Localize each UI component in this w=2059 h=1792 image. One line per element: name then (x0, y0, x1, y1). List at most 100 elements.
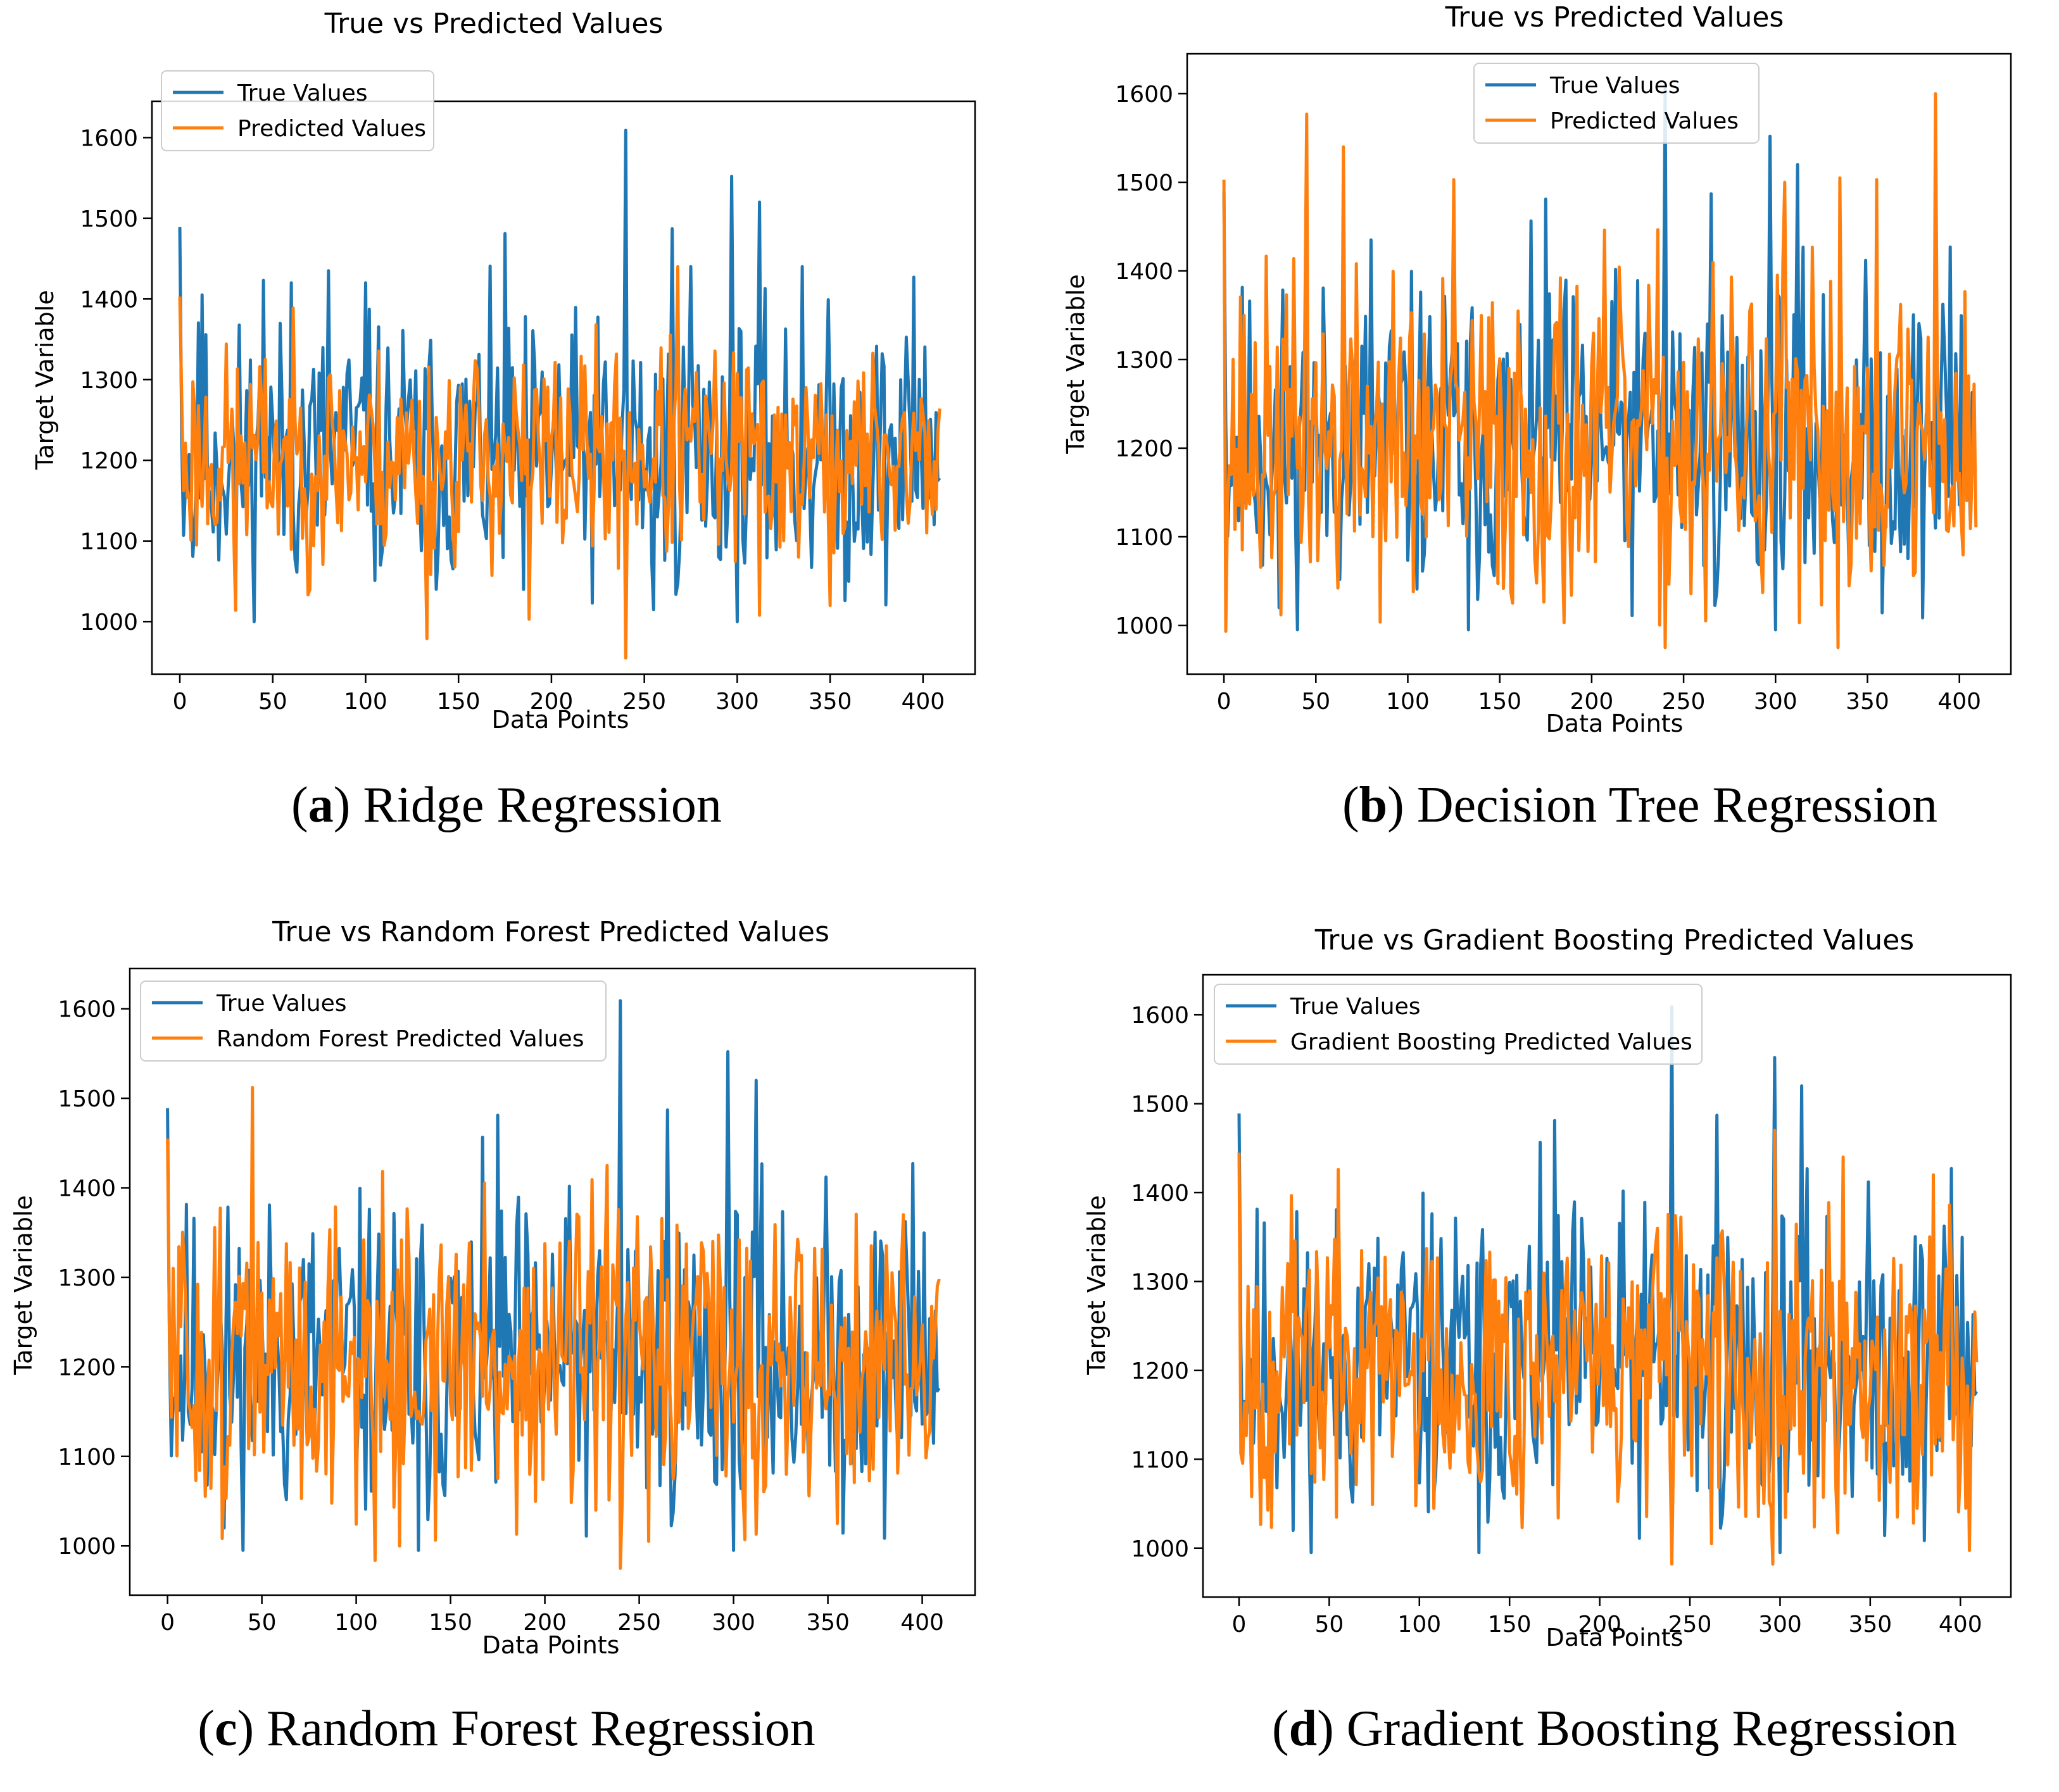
x-axis-label: Data Points (1546, 710, 1684, 737)
x-tick-label: 250 (1662, 689, 1706, 715)
x-tick-label: 0 (160, 1610, 175, 1636)
y-axis-label: Target Variable (9, 1195, 37, 1375)
x-tick-label: 100 (1397, 1612, 1441, 1638)
x-tick-label: 150 (437, 689, 481, 715)
plot-frame (1186, 53, 2012, 675)
x-tick-label: 100 (344, 689, 387, 715)
y-tick-label: 1500 (80, 206, 138, 232)
chart-title: True vs Predicted Values (1445, 1, 1784, 34)
y-tick-label: 1000 (80, 610, 138, 636)
panel-b: True vs Predicted Values 0 50 100 150 200 250 3… (1062, 1, 2012, 833)
caption-text: Decision Tree Regression (1417, 777, 1937, 833)
y-tick-label: 1400 (1131, 1181, 1189, 1206)
y-tick-label: 1600 (80, 125, 138, 151)
x-tick-label: 350 (1846, 689, 1889, 715)
series-line-predicted (166, 1086, 941, 1570)
y-tick-label: 1400 (58, 1176, 116, 1202)
y-tick-label: 1500 (1131, 1092, 1189, 1118)
caption-paren-open: ( (291, 777, 308, 833)
caption-paren-open: ( (1272, 1701, 1289, 1757)
caption-letter: c (215, 1701, 237, 1757)
caption-paren-close: ) (1387, 777, 1417, 833)
x-tick-label: 150 (1478, 689, 1521, 715)
x-tick-label: 300 (712, 1610, 755, 1636)
legend: True Values Gradient Boosting Predicted V… (1214, 984, 1703, 1065)
y-axis-label: Target Variable (31, 290, 59, 470)
caption-paren-close: ) (334, 777, 363, 833)
x-tick-label: 50 (248, 1610, 277, 1636)
x-tick-label: 300 (1758, 1612, 1802, 1638)
caption-paren-open: ( (1342, 777, 1359, 833)
x-tick-label: 100 (1386, 689, 1430, 715)
y-tick-label: 1300 (1131, 1269, 1189, 1295)
y-tick-label: 1200 (58, 1355, 116, 1381)
y-tick-label: 1200 (1131, 1358, 1189, 1384)
x-tick-label: 0 (173, 689, 187, 715)
y-tick-label: 1300 (1115, 348, 1173, 373)
legend: True Values Predicted Values (1473, 63, 1760, 144)
panel-c: True vs Random Forest Predicted Values 0 5… (9, 916, 976, 1757)
x-tick-label: 300 (715, 689, 759, 715)
y-tick-label: 1100 (80, 529, 138, 555)
y-tick-label: 1300 (58, 1265, 116, 1291)
legend-box (1214, 984, 1703, 1065)
x-tick-label: 400 (1939, 1612, 1982, 1638)
caption-paren-close: ) (237, 1701, 267, 1757)
x-tick-label: 50 (1314, 1612, 1344, 1638)
series-line-predicted (1222, 92, 1978, 649)
legend-label: Random Forest Predicted Values (217, 1026, 584, 1052)
y-tick-label: 1500 (58, 1086, 116, 1112)
caption-paren-open: ( (198, 1701, 215, 1757)
plot-frame (151, 100, 976, 675)
x-tick-label: 150 (1488, 1612, 1532, 1638)
panel-a: True vs Predicted Values 0 50 100 150 200 250 3… (31, 8, 976, 833)
x-tick-label: 0 (1232, 1612, 1247, 1638)
x-axis-label: Data Points (1546, 1624, 1684, 1651)
y-tick-label: 1000 (1115, 613, 1173, 639)
legend-box (161, 70, 434, 151)
series-line-predicted (1237, 1129, 1979, 1566)
x-tick-label: 400 (901, 689, 945, 715)
caption-letter: b (1359, 777, 1388, 833)
y-tick-label: 1100 (58, 1444, 116, 1470)
x-tick-label: 50 (1301, 689, 1330, 715)
x-tick-label: 200 (1570, 689, 1614, 715)
legend-label: Predicted Values (237, 116, 426, 142)
x-tick-label: 350 (806, 1610, 850, 1636)
legend-label: True Values (237, 80, 368, 106)
panel-caption: (c) Random Forest Regression (198, 1701, 815, 1757)
caption-text: Random Forest Regression (267, 1701, 815, 1757)
x-tick-label: 400 (900, 1610, 944, 1636)
legend-label: Predicted Values (1550, 108, 1739, 134)
caption-letter: a (308, 777, 334, 833)
chart-title: True vs Predicted Values (324, 8, 664, 40)
legend-box (1473, 63, 1760, 144)
y-axis-label: Target Variable (1083, 1195, 1111, 1375)
y-tick-label: 1200 (80, 448, 138, 474)
y-tick-label: 1100 (1115, 525, 1173, 551)
x-tick-label: 200 (523, 1610, 567, 1636)
series-line-predicted (178, 265, 941, 660)
x-tick-label: 200 (530, 689, 574, 715)
y-tick-label: 1600 (1115, 82, 1173, 108)
y-tick-label: 1400 (1115, 259, 1173, 285)
x-tick-label: 100 (334, 1610, 378, 1636)
y-tick-label: 1100 (1131, 1447, 1189, 1473)
legend-box (140, 981, 607, 1062)
x-tick-label: 400 (1937, 689, 1981, 715)
y-tick-label: 1000 (58, 1534, 116, 1560)
chart-title: True vs Random Forest Predicted Values (272, 916, 829, 948)
x-tick-label: 250 (617, 1610, 661, 1636)
caption-text: Ridge Regression (363, 777, 722, 833)
chart-title: True vs Gradient Boosting Predicted Valu… (1314, 924, 1914, 956)
x-tick-label: 250 (622, 689, 666, 715)
y-tick-label: 1200 (1115, 436, 1173, 462)
x-tick-label: 50 (258, 689, 287, 715)
caption-paren-close: ) (1317, 1701, 1347, 1757)
panel-d: True vs Gradient Boosting Predicted Valu… (1083, 924, 2012, 1757)
legend-label: True Values (216, 991, 347, 1017)
x-tick-label: 200 (1578, 1612, 1621, 1638)
x-tick-label: 250 (1668, 1612, 1712, 1638)
legend-label: Gradient Boosting Predicted Values (1290, 1029, 1692, 1055)
